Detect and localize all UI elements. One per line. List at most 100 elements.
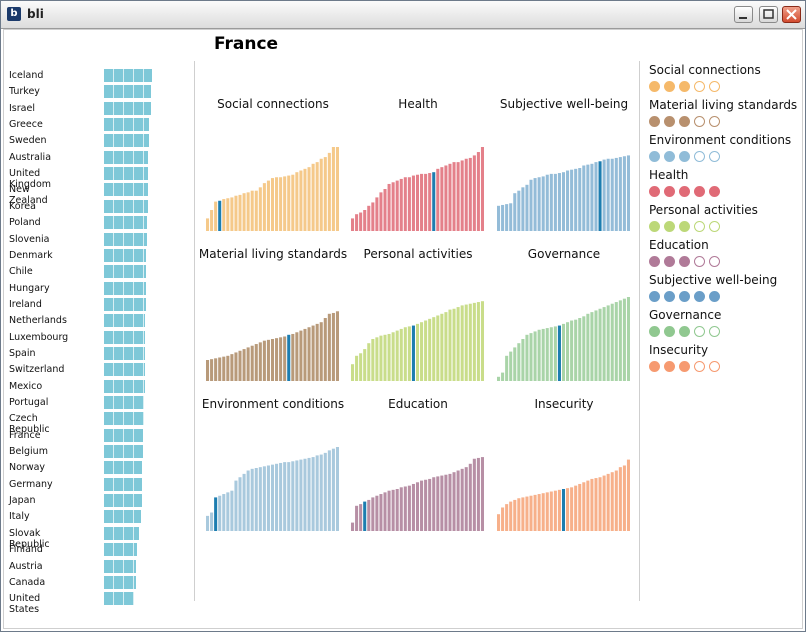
bar[interactable]: [206, 515, 210, 531]
bar[interactable]: [246, 347, 250, 381]
bar[interactable]: [440, 313, 444, 381]
rating-dot-filled[interactable]: [679, 151, 690, 162]
bar[interactable]: [549, 327, 553, 381]
bar[interactable]: [210, 512, 214, 531]
country-score-bar[interactable]: [104, 559, 136, 573]
bar[interactable]: [226, 198, 230, 231]
bar[interactable]: [323, 318, 327, 381]
bar[interactable]: [415, 323, 420, 381]
bar[interactable]: [379, 494, 383, 531]
bar[interactable]: [403, 177, 407, 231]
bar[interactable]: [407, 485, 411, 531]
bar[interactable]: [415, 174, 420, 231]
rating-dot-empty[interactable]: [709, 326, 720, 337]
bar[interactable]: [618, 300, 622, 381]
bar[interactable]: [549, 491, 553, 531]
bar[interactable]: [444, 474, 448, 531]
bar[interactable]: [545, 174, 549, 231]
country-label[interactable]: France: [9, 429, 41, 441]
bar[interactable]: [234, 195, 238, 231]
bar[interactable]: [513, 193, 517, 231]
bar[interactable]: [226, 355, 230, 381]
country-score-bar[interactable]: [104, 314, 145, 328]
rating-dot-filled[interactable]: [664, 361, 675, 372]
bar[interactable]: [460, 305, 464, 381]
bar-chart[interactable]: [351, 297, 485, 381]
bar[interactable]: [501, 507, 505, 531]
bar[interactable]: [578, 483, 582, 531]
bar[interactable]: [533, 178, 537, 231]
bar[interactable]: [379, 335, 383, 381]
rating-dot-filled[interactable]: [709, 291, 720, 302]
bar[interactable]: [283, 336, 287, 381]
bar[interactable]: [327, 313, 331, 381]
bar[interactable]: [602, 307, 606, 381]
bar[interactable]: [517, 498, 521, 531]
bar[interactable]: [448, 473, 452, 531]
rating-dot-filled[interactable]: [679, 291, 690, 302]
bar[interactable]: [307, 167, 311, 231]
bar[interactable]: [464, 304, 468, 381]
country-label[interactable]: Israel: [9, 102, 35, 114]
country-label[interactable]: Austria: [9, 560, 43, 572]
bar[interactable]: [230, 197, 234, 231]
rating-dot-empty[interactable]: [694, 326, 705, 337]
rating-dot-filled[interactable]: [649, 151, 660, 162]
bar[interactable]: [472, 302, 476, 381]
bar[interactable]: [529, 179, 533, 231]
bar[interactable]: [319, 322, 323, 381]
bar[interactable]: [586, 313, 590, 381]
bar[interactable]: [295, 460, 299, 531]
bar[interactable]: [222, 494, 226, 531]
bar[interactable]: [610, 472, 614, 531]
bar[interactable]: [468, 303, 472, 381]
bar[interactable]: [456, 307, 460, 381]
bar[interactable]: [472, 155, 476, 231]
bar[interactable]: [371, 339, 375, 381]
bar[interactable]: [561, 172, 566, 231]
bar[interactable]: [230, 490, 234, 531]
rating-dot-empty[interactable]: [694, 116, 705, 127]
bar[interactable]: [291, 174, 295, 231]
bar[interactable]: [610, 158, 614, 231]
country-label[interactable]: Luxembourg: [9, 331, 69, 343]
rating-dot-filled[interactable]: [664, 151, 675, 162]
bar[interactable]: [553, 173, 557, 231]
country-label[interactable]: Belgium: [9, 446, 48, 458]
country-score-bar[interactable]: [104, 101, 151, 115]
rating-dot-filled[interactable]: [664, 291, 675, 302]
country-label[interactable]: Greece: [9, 119, 43, 131]
rating-dot-empty[interactable]: [709, 361, 720, 372]
bar[interactable]: [270, 178, 275, 231]
rating-dot-filled[interactable]: [694, 291, 705, 302]
country-score-bar[interactable]: [104, 461, 142, 475]
bar[interactable]: [403, 486, 407, 531]
country-label[interactable]: Sweden: [9, 135, 47, 147]
country-label[interactable]: Australia: [9, 151, 52, 163]
bar[interactable]: [399, 178, 403, 231]
country-score-bar[interactable]: [104, 232, 147, 246]
bar[interactable]: [359, 212, 363, 231]
bar[interactable]: [420, 480, 424, 531]
rating-dot-filled[interactable]: [679, 116, 690, 127]
bar[interactable]: [279, 462, 283, 531]
bar[interactable]: [291, 461, 295, 531]
bar[interactable]: [452, 472, 456, 531]
bar[interactable]: [521, 339, 525, 381]
bar[interactable]: [355, 505, 359, 531]
rating-dot-filled[interactable]: [649, 291, 660, 302]
bar[interactable]: [331, 448, 335, 531]
bar[interactable]: [287, 462, 291, 531]
country-label[interactable]: Turkey: [9, 86, 40, 98]
rating-dot-filled[interactable]: [649, 221, 660, 232]
bar[interactable]: [533, 331, 537, 381]
rating-dot-empty[interactable]: [694, 256, 705, 267]
bar[interactable]: [379, 192, 383, 231]
bar[interactable]: [403, 327, 407, 381]
bar-chart[interactable]: [497, 297, 631, 381]
country-score-bar[interactable]: [104, 575, 136, 589]
country-label[interactable]: Norway: [9, 462, 46, 474]
bar[interactable]: [355, 214, 359, 231]
bar[interactable]: [363, 210, 367, 231]
bar[interactable]: [570, 320, 574, 381]
